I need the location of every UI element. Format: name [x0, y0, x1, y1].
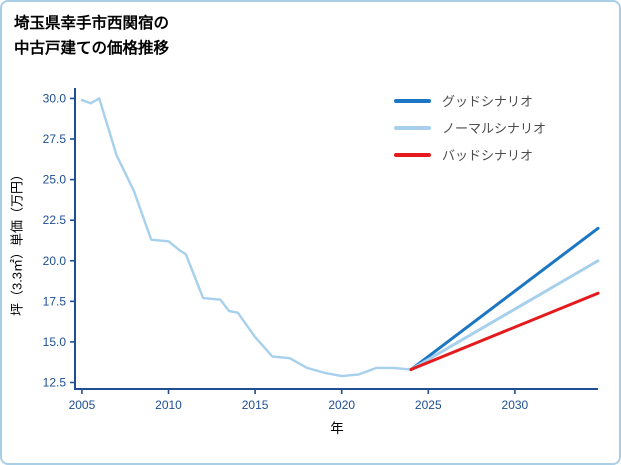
legend-swatch: [394, 98, 431, 103]
x-axis-label: 年: [330, 421, 344, 436]
svg-text:12.5: 12.5: [43, 376, 67, 390]
legend-swatch: [394, 152, 431, 157]
legend-swatch: [394, 125, 431, 130]
svg-text:2005: 2005: [69, 398, 96, 412]
svg-text:30.0: 30.0: [43, 91, 67, 105]
svg-text:25.0: 25.0: [43, 173, 67, 187]
chart-title-line2: 中古戸建ての価格推移: [14, 39, 170, 57]
svg-text:2010: 2010: [155, 398, 182, 412]
legend-item: バッドシナリオ: [394, 146, 546, 163]
legend-label: グッドシナリオ: [442, 94, 534, 109]
svg-text:22.5: 22.5: [43, 213, 67, 227]
legend-label: バッドシナリオ: [442, 148, 534, 163]
svg-text:15.0: 15.0: [43, 335, 67, 349]
svg-text:2025: 2025: [415, 398, 442, 412]
y-axis-label: 坪（3.3㎡）単価（万円）: [9, 167, 25, 317]
legend-item: ノーマルシナリオ: [394, 119, 546, 136]
svg-text:20.0: 20.0: [43, 254, 67, 268]
svg-text:2030: 2030: [502, 398, 529, 412]
chart-area: 2005 2010 2015 2020 2025 2030 12.5 15.0 17.5 20.0…: [2, 86, 619, 463]
legend: グッドシナリオ ノーマルシナリオ バッドシナリオ: [394, 92, 546, 173]
svg-text:2020: 2020: [328, 398, 355, 412]
legend-label: ノーマルシナリオ: [442, 121, 547, 136]
chart-svg: 2005 2010 2015 2020 2025 2030 12.5 15.0 17.5 20.0…: [43, 88, 600, 412]
svg-text:27.5: 27.5: [43, 132, 67, 146]
svg-text:2015: 2015: [242, 398, 269, 412]
legend-item: グッドシナリオ: [394, 92, 546, 109]
chart-title-line1: 埼玉県幸手市西関宿の: [14, 15, 170, 32]
svg-text:17.5: 17.5: [43, 294, 67, 308]
chart-title: 埼玉県幸手市西関宿の 中古戸建ての価格推移: [14, 12, 169, 62]
